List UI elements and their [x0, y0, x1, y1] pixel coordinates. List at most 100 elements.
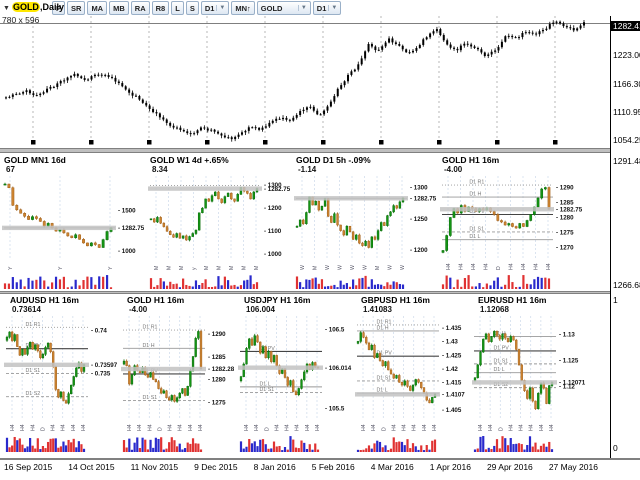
svg-text:M: M: [217, 266, 223, 270]
mini-chart-gold-w1[interactable]: GOLD W1 4d +.65% 8.34 - 1300- 1282.75 - 120…: [146, 154, 292, 291]
main-chart-gold-daily[interactable]: [0, 16, 610, 148]
mini-chart-title: GBPUSD H1 16m: [361, 295, 430, 305]
svg-text:- 1.12: - 1.12: [559, 383, 575, 390]
svg-text:W: W: [400, 265, 406, 270]
toolbar-button-ma[interactable]: MA: [87, 1, 108, 15]
mini-chart-title: USDJPY H1 16m: [244, 295, 311, 305]
svg-text:D1 PV: D1 PV: [493, 345, 509, 351]
svg-text:H4: H4: [254, 424, 260, 431]
separator-2[interactable]: [0, 291, 610, 294]
svg-text:W: W: [338, 265, 344, 270]
mini-chart-gold-mn1[interactable]: GOLD MN1 16d 67 - 1500 - 1282.75 - 1000 Y Y Y: [0, 154, 146, 291]
price-scale-label: 1054.25: [613, 135, 640, 146]
svg-text:D1 S1: D1 S1: [376, 375, 391, 381]
mini-chart-title: GOLD MN1 16d: [4, 155, 66, 165]
svg-text:- 1282.75: - 1282.75: [410, 195, 437, 202]
toolbar-button-sr[interactable]: SR: [67, 1, 86, 15]
svg-text:D1 H: D1 H: [142, 343, 154, 349]
svg-text:- 1500: - 1500: [118, 207, 136, 214]
mini-chart-volume: [149, 275, 259, 289]
mini-chart-gbpusd-h1[interactable]: GBPUSD H1 16m 1.41083 D1 R1 D1 H D1 PV D1 S1 D…: [353, 294, 470, 458]
separator-3: [0, 458, 640, 460]
svg-text:H4: H4: [188, 424, 194, 431]
svg-text:H4: H4: [509, 263, 515, 270]
mini-chart-eurusd-h1[interactable]: EURUSD H1 16m 1.12068 D1 H D1 PV D1 S1 D1 L D1…: [470, 294, 587, 458]
mini-chart-volume: [3, 275, 113, 289]
mini-chart-volume: [295, 275, 405, 289]
svg-text:H4: H4: [81, 424, 87, 431]
toolbar-combo-d1-3[interactable]: D1 ▼: [312, 1, 342, 15]
svg-text:H4: H4: [549, 424, 555, 431]
toolbar-button-mb[interactable]: MB: [109, 1, 129, 15]
svg-text:- 1280: - 1280: [556, 215, 574, 222]
mini-chart-title: GOLD H1 16m: [127, 295, 185, 305]
svg-text:- 1270: - 1270: [556, 245, 574, 252]
svg-text:H4: H4: [391, 424, 397, 431]
svg-text:D1 L: D1 L: [376, 388, 387, 394]
svg-text:- 1282.75: - 1282.75: [556, 206, 583, 213]
date-axis-label: 27 May 2016: [548, 462, 598, 472]
svg-text:- 1.43: - 1.43: [442, 339, 458, 346]
svg-text:H4: H4: [412, 424, 418, 431]
price-scale-extra-label: 1291.487: [613, 156, 640, 166]
separator-1[interactable]: [0, 148, 610, 153]
price-scale-column[interactable]: 1282.41 1223.00 1166.30 1110.95 1054.25 1291.…: [610, 16, 640, 458]
toolbar-button-l[interactable]: L: [171, 1, 184, 15]
toolbar-combo-mn-1[interactable]: MN↑: [231, 1, 255, 15]
svg-text:W: W: [325, 265, 331, 270]
svg-text:D1 S1: D1 S1: [142, 395, 157, 401]
mini-chart-volume: [441, 275, 551, 289]
chevron-down-icon: ▼: [216, 5, 225, 11]
svg-text:H4: H4: [484, 263, 490, 270]
mini-chart-gold-h1[interactable]: GOLD H1 16m -4.00 D1 R1 D1 H D1 PV D1 S1 D1 L -…: [438, 154, 584, 291]
svg-text:D1 PV: D1 PV: [376, 351, 392, 357]
svg-text:D: D: [381, 427, 387, 431]
svg-text:- 105.5: - 105.5: [325, 405, 345, 412]
mini-chart-volume: [122, 437, 203, 452]
toolbar-combo-d1-0[interactable]: D1 ▼: [200, 1, 230, 15]
mini-chart-volume: [5, 436, 86, 452]
svg-text:- 1285: - 1285: [556, 200, 574, 207]
svg-text:H4: H4: [244, 424, 250, 431]
toolbar-button-ra[interactable]: RA: [130, 1, 150, 15]
toolbar-button-s[interactable]: S: [185, 1, 199, 15]
mini-chart-title: EURUSD H1 16m: [478, 295, 547, 305]
toolbar-button-r8[interactable]: R8: [151, 1, 170, 15]
svg-text:H4: H4: [534, 263, 540, 270]
svg-text:- 0.74: - 0.74: [91, 327, 107, 334]
svg-text:W: W: [300, 265, 306, 270]
date-axis-label: 14 Oct 2015: [68, 462, 115, 472]
svg-text:- 1282.75: - 1282.75: [264, 186, 291, 193]
toolbar-button-p[interactable]: P: [52, 1, 66, 15]
svg-text:- 1.12071: - 1.12071: [559, 380, 586, 387]
toolbar-combo-gold-2[interactable]: GOLD ▼: [256, 1, 311, 15]
mini-chart-value: -1.14: [298, 165, 317, 174]
svg-text:D1 PV: D1 PV: [142, 368, 158, 374]
svg-text:- 1.415: - 1.415: [442, 380, 462, 387]
svg-text:y: y: [192, 267, 198, 270]
mini-chart-usdjpy-h1[interactable]: USDJPY H1 16m 106.004 D1 PV D1 L D1 S1 - 106.…: [236, 294, 353, 458]
svg-text:H4: H4: [20, 424, 26, 431]
mini-chart-gold-d1[interactable]: GOLD D1 5h -.09% -1.14 - 1300 - 1282.75 - 12…: [292, 154, 438, 291]
svg-text:H4: H4: [508, 424, 514, 431]
svg-text:D1 L: D1 L: [259, 381, 270, 387]
svg-text:H4: H4: [471, 263, 477, 270]
svg-text:D1 R1: D1 R1: [142, 325, 157, 331]
chart-symbol-label[interactable]: ▼ GOLD,Daily: [3, 2, 64, 12]
svg-text:- 1200: - 1200: [264, 205, 282, 212]
svg-text:- 1.435: - 1.435: [442, 325, 462, 332]
svg-text:M: M: [375, 266, 381, 270]
svg-text:H4: H4: [422, 424, 428, 431]
svg-text:- 106.014: - 106.014: [325, 365, 352, 372]
svg-text:H4: H4: [432, 424, 438, 431]
date-axis: 16 Sep 2015 14 Oct 2015 11 Nov 2015 9 Dec 2…: [0, 462, 602, 472]
svg-text:- 1000: - 1000: [264, 251, 282, 258]
mini-chart-gold-h1-2[interactable]: GOLD H1 16m -4.00 D1 R1 D1 H D1 PV D1 S1 - 129…: [119, 294, 236, 458]
svg-text:W: W: [363, 265, 369, 270]
date-axis-label: 8 Jan 2016: [253, 462, 296, 472]
mini-chart-title: GOLD W1 4d +.65%: [150, 155, 229, 165]
